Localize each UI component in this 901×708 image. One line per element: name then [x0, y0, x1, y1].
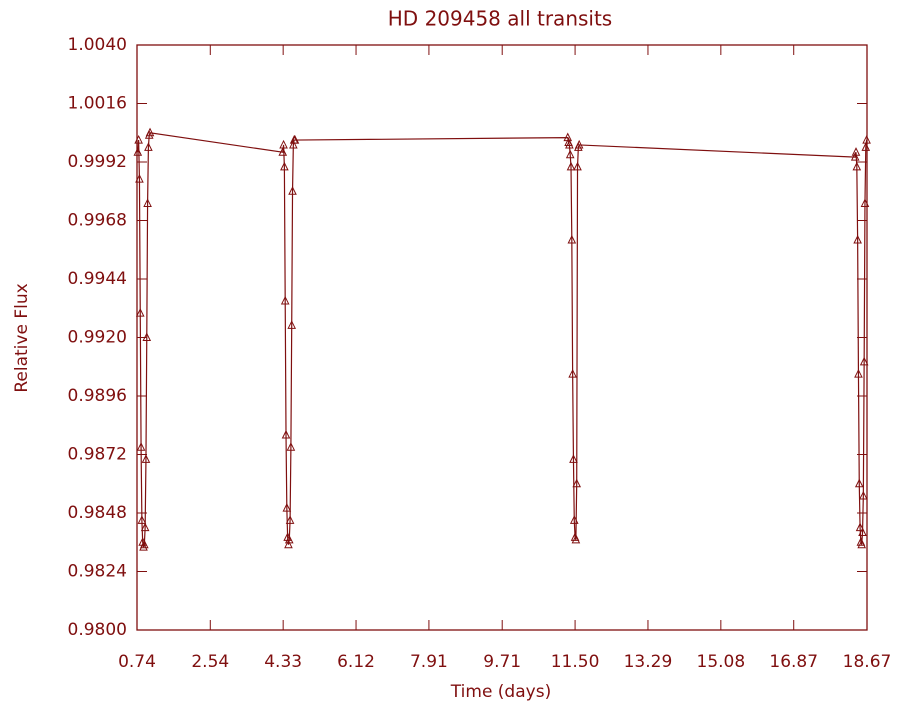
data-point — [134, 134, 143, 144]
data-point — [282, 503, 292, 512]
data-point — [144, 142, 153, 151]
data-point — [858, 527, 867, 536]
data-point — [278, 147, 288, 156]
y-axis-label: Relative Flux — [12, 283, 32, 392]
data-point — [850, 152, 860, 161]
y-tick-label: 0.9800 — [68, 620, 127, 640]
x-tick-label: 15.08 — [697, 652, 746, 672]
y-tick-label: 0.9992 — [68, 152, 127, 172]
data-point — [287, 320, 297, 329]
data-point — [143, 198, 152, 207]
data-point — [566, 161, 576, 171]
data-point — [136, 442, 146, 451]
data-point — [565, 139, 574, 149]
y-tick-label: 0.9872 — [68, 445, 127, 465]
data-point — [135, 173, 144, 183]
chart-title: HD 209458 all transits — [388, 7, 612, 31]
y-tick-label: 0.9848 — [68, 503, 127, 523]
data-point — [285, 515, 295, 524]
x-tick-label: 16.87 — [769, 652, 818, 672]
x-tick-label: 9.71 — [483, 652, 521, 672]
x-tick-label: 4.33 — [264, 652, 302, 672]
data-point — [859, 356, 869, 366]
data-point — [142, 332, 152, 341]
data-point — [279, 139, 288, 149]
data-point — [133, 147, 143, 156]
x-tick-label: 6.12 — [337, 652, 375, 672]
y-tick-label: 1.0040 — [68, 35, 127, 55]
x-tick-label: 18.67 — [843, 652, 892, 672]
data-point — [567, 234, 577, 244]
x-axis-label: Time (days) — [450, 682, 551, 702]
data-point — [857, 539, 867, 549]
data-point — [140, 539, 149, 549]
data-point — [853, 234, 862, 244]
y-tick-label: 0.9824 — [68, 562, 127, 582]
data-point — [137, 515, 147, 524]
data-point — [854, 368, 863, 378]
y-tick-label: 0.9968 — [68, 211, 127, 231]
data-point — [281, 429, 291, 439]
data-point — [288, 186, 297, 195]
data-point — [572, 478, 582, 488]
data-point — [145, 127, 155, 137]
x-tick-label: 11.50 — [551, 652, 600, 672]
data-point — [569, 454, 578, 463]
data-point — [860, 198, 870, 207]
data-point — [135, 308, 145, 317]
y-tick-label: 0.9944 — [68, 269, 127, 289]
data-point — [855, 522, 865, 532]
data-point — [861, 142, 871, 151]
data-point — [284, 539, 293, 549]
y-tick-label: 0.9920 — [68, 328, 127, 348]
data-point — [851, 147, 861, 156]
x-tick-label: 0.74 — [118, 652, 156, 672]
data-point — [862, 134, 871, 144]
data-point — [852, 161, 862, 171]
data-point — [573, 161, 582, 171]
data-point — [280, 295, 290, 305]
data-point — [290, 134, 300, 144]
data-point — [286, 442, 296, 451]
data-point — [141, 454, 151, 463]
x-tick-label: 2.54 — [191, 652, 229, 672]
x-tick-label: 7.91 — [410, 652, 448, 672]
data-point — [569, 515, 579, 524]
data-point — [568, 368, 577, 378]
plot-frame — [136, 44, 868, 631]
data-point — [571, 534, 581, 544]
data-point — [859, 490, 868, 500]
data-point — [140, 522, 150, 532]
y-tick-label: 1.0016 — [68, 94, 127, 114]
data-line — [137, 132, 868, 548]
data-point — [289, 139, 298, 149]
y-tick-label: 0.9896 — [68, 386, 127, 406]
data-point — [280, 161, 289, 171]
data-point — [854, 478, 864, 488]
x-tick-label: 13.29 — [624, 652, 673, 672]
data-point — [574, 139, 584, 149]
data-point — [284, 534, 294, 544]
data-point — [565, 149, 575, 159]
